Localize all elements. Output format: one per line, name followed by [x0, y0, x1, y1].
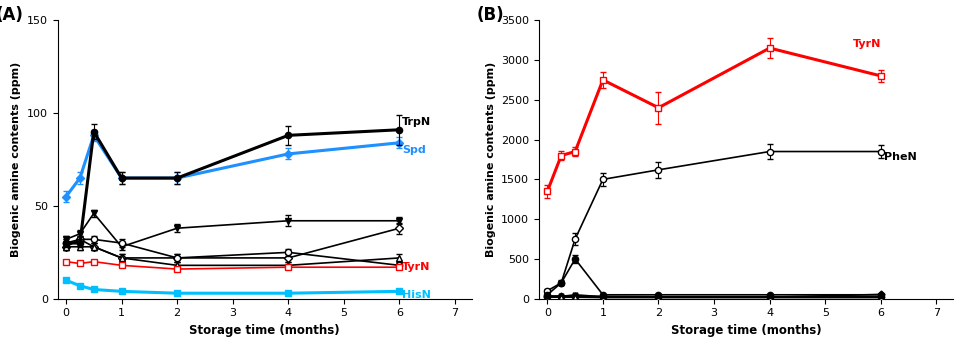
Text: TyrN: TyrN: [853, 39, 881, 49]
Text: Spd: Spd: [402, 145, 426, 155]
Text: PheN: PheN: [883, 152, 917, 162]
Y-axis label: Biogenic amine contents (ppm): Biogenic amine contents (ppm): [12, 62, 21, 257]
Text: (B): (B): [477, 6, 505, 24]
Text: TrpN: TrpN: [402, 117, 431, 127]
Y-axis label: Biogenic amine contents (ppm): Biogenic amine contents (ppm): [486, 62, 495, 257]
Text: HisN: HisN: [402, 290, 431, 300]
Text: TyrN: TyrN: [402, 262, 431, 272]
X-axis label: Storage time (months): Storage time (months): [189, 324, 340, 337]
Text: (A): (A): [0, 6, 23, 24]
X-axis label: Storage time (months): Storage time (months): [671, 324, 822, 337]
